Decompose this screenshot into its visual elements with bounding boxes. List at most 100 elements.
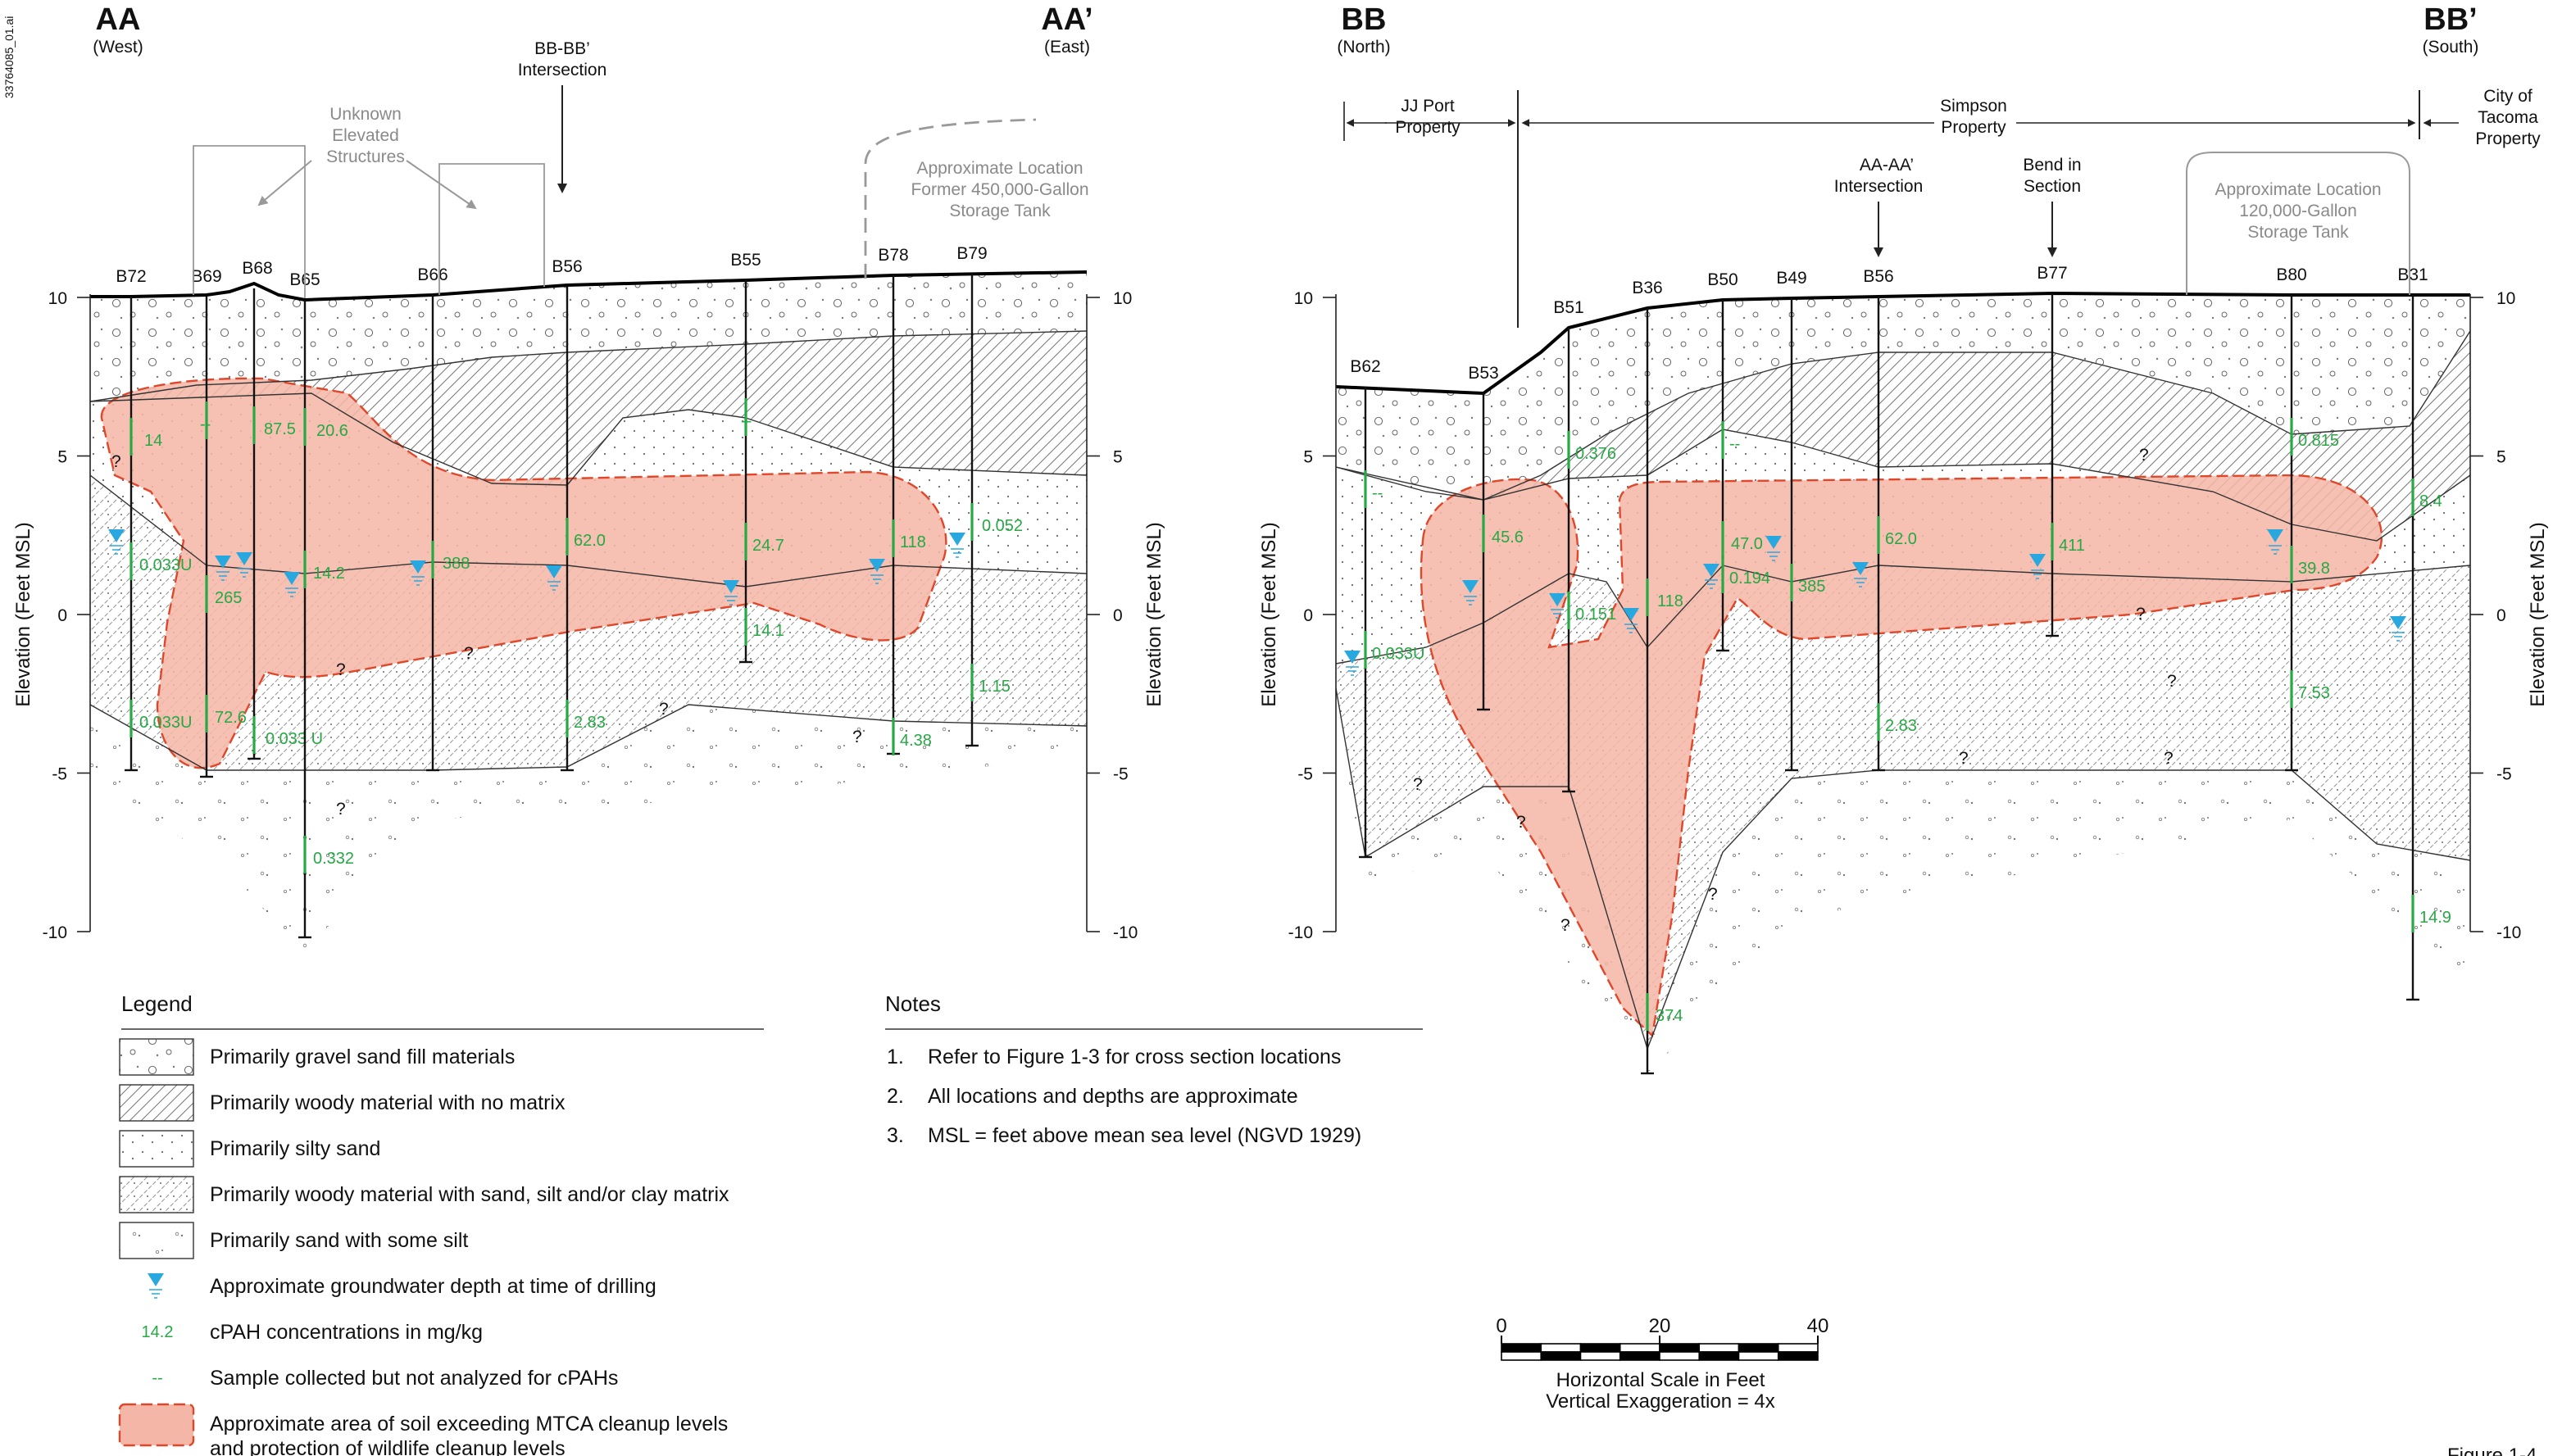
scale-bar-segment xyxy=(1501,1352,1541,1360)
note-text: Refer to Figure 1-3 for cross section lo… xyxy=(928,1046,1341,1068)
cpah-concentration: 8.4 xyxy=(2419,492,2442,510)
annotation: Storage Tank xyxy=(949,202,1051,220)
section-end-title: BB’ xyxy=(2424,2,2477,37)
legend-text: Primarily woody material with no matrix xyxy=(210,1091,566,1114)
boring-label: B50 xyxy=(1707,270,1738,289)
boring-label: B55 xyxy=(730,251,761,270)
tick-label: 10 xyxy=(1294,289,1313,308)
uncertain-contact: ? xyxy=(464,644,474,663)
boring-label: B31 xyxy=(2397,265,2428,284)
boring-label: B36 xyxy=(1632,279,1662,297)
cpah-concentration: -- xyxy=(1372,484,1383,502)
cpah-concentration: 265 xyxy=(215,589,242,607)
uncertain-contact: ? xyxy=(659,700,669,719)
legend-swatch xyxy=(120,1404,193,1445)
cpah-concentration: 0.033 U xyxy=(266,730,323,748)
annotation: Elevated xyxy=(332,126,399,145)
cpah-concentration: -- xyxy=(1729,435,1740,453)
tick-label: 0 xyxy=(1113,606,1123,625)
axis-label: Elevation (Feet MSL) xyxy=(1258,522,1280,706)
legend-swatch xyxy=(120,1085,193,1121)
section-end-direction: (East) xyxy=(1044,38,1090,57)
uncertain-contact: ? xyxy=(1708,885,1718,904)
boring-label: B51 xyxy=(1553,298,1583,317)
cpah-concentration: 118 xyxy=(900,533,926,551)
legend-text: Primarily woody material with sand, silt… xyxy=(210,1183,729,1206)
cpah-concentration: 2.83 xyxy=(574,714,606,732)
annotation: Section xyxy=(2024,177,2081,196)
tick-label: 5 xyxy=(57,448,67,467)
uncertain-contact: ? xyxy=(2139,446,2149,465)
property-label: City of xyxy=(2483,87,2533,106)
uncertain-contact: ? xyxy=(1959,749,1969,768)
boring-label: B56 xyxy=(552,257,582,276)
legend-symbol: -- xyxy=(152,1369,162,1387)
note-text: MSL = feet above mean sea level (NGVD 19… xyxy=(928,1124,1361,1147)
tick-label: 5 xyxy=(1113,448,1123,467)
cpah-concentration: 87.5 xyxy=(264,420,296,438)
cpah-concentration: 14.2 xyxy=(313,565,345,583)
annotation: Storage Tank xyxy=(2247,223,2349,242)
cpah-concentration: 0.815 xyxy=(2298,432,2339,450)
scale-bar-segment xyxy=(1778,1344,1818,1352)
legend-text: cPAH concentrations in mg/kg xyxy=(210,1321,483,1344)
tick-label: -5 xyxy=(1297,765,1313,784)
annotation-arrow xyxy=(259,161,311,205)
scale-bar-segment xyxy=(1739,1352,1778,1360)
annotation: Former 450,000-Gallon xyxy=(911,180,1088,199)
groundwater-symbol xyxy=(148,1273,164,1298)
cpah-concentration: 0.376 xyxy=(1575,445,1616,463)
scale-caption: Horizontal Scale in Feet xyxy=(1556,1369,1765,1391)
legend-text: Primarily silty sand xyxy=(210,1137,380,1160)
annotation: Intersection xyxy=(518,61,607,79)
legend-symbol: 14.2 xyxy=(142,1323,174,1341)
scale-bar-segment xyxy=(1660,1352,1699,1360)
tick-label: 0 xyxy=(2496,606,2506,625)
legend-swatch xyxy=(120,1039,193,1075)
scale-bar-segment xyxy=(1620,1352,1660,1360)
cpah-concentration: 388 xyxy=(443,555,470,573)
cpah-concentration: 14.9 xyxy=(2419,909,2451,927)
boring-label: B53 xyxy=(1468,364,1498,383)
cpah-concentration: 62.0 xyxy=(1885,530,1917,548)
tick-label: 5 xyxy=(1303,448,1313,467)
cpah-concentration: 39.8 xyxy=(2298,560,2330,578)
cpah-concentration: 118 xyxy=(1657,592,1683,610)
section-end-direction: (South) xyxy=(2423,38,2479,57)
cpah-concentration: 0.033U xyxy=(139,714,193,732)
scale-bar-segment xyxy=(1581,1344,1620,1352)
cpah-concentration: 72.6 xyxy=(215,709,247,727)
groundwater-triangle xyxy=(148,1273,164,1286)
boring-label: B77 xyxy=(2037,264,2067,283)
cpah-concentration: 0.151 xyxy=(1575,606,1616,624)
boring-label: B49 xyxy=(1776,269,1806,288)
uncertain-contact: ? xyxy=(2167,672,2177,691)
uncertain-contact: ? xyxy=(2136,605,2146,624)
boring-label: B68 xyxy=(242,259,272,278)
tick-label: -10 xyxy=(1288,923,1313,942)
side-label: 33764085_01.ai xyxy=(2,16,16,98)
section-end-direction: (West) xyxy=(93,38,143,57)
legend-title: Legend xyxy=(121,991,193,1016)
scale-bar-segment xyxy=(1699,1344,1738,1352)
cpah-concentration: 374 xyxy=(1656,1007,1683,1025)
tick-label: 10 xyxy=(2496,289,2515,308)
legend-text: Sample collected but not analyzed for cP… xyxy=(210,1367,618,1390)
cross-section-figure: 33764085_01.ai 10 5 0 -5 -10 Elevation (Feet M… xyxy=(0,0,2553,1456)
uncertain-contact: ? xyxy=(336,660,346,679)
tick-label: 5 xyxy=(2496,448,2506,467)
uncertain-contact: ? xyxy=(1516,813,1526,832)
cpah-concentration: 20.6 xyxy=(316,422,348,440)
legend-text: and protection of wildlife cleanup level… xyxy=(210,1437,566,1456)
scale-bar-segment xyxy=(1778,1352,1818,1360)
legend-text: Primarily gravel sand fill materials xyxy=(210,1046,515,1068)
scale-bar-segment xyxy=(1699,1352,1738,1360)
legend-swatch xyxy=(120,1177,193,1213)
boring-label: B72 xyxy=(116,267,146,286)
uncertain-contact: ? xyxy=(111,452,121,471)
scale-bar-segment xyxy=(1660,1344,1699,1352)
cpah-concentration: 0.033U xyxy=(1372,645,1425,663)
cpah-concentration: 14.1 xyxy=(752,622,784,640)
cpah-concentration: 45.6 xyxy=(1492,528,1524,547)
tick-label: 0 xyxy=(57,606,67,625)
